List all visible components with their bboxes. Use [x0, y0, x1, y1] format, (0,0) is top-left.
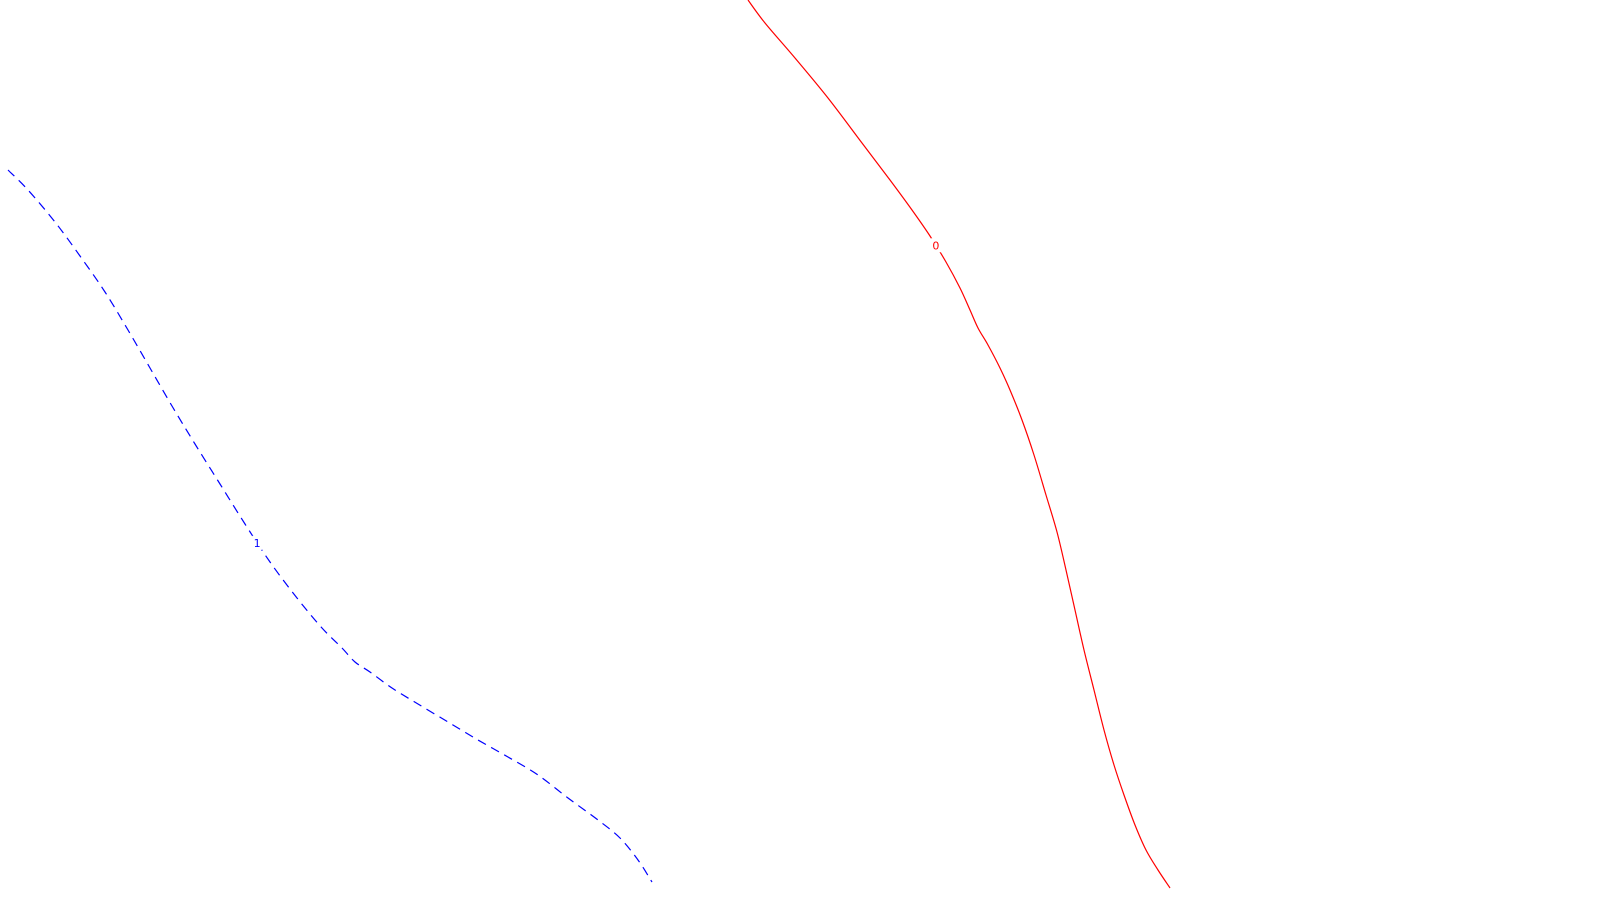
contour-line-0 [747, 0, 1171, 889]
contour-lines [7, 0, 1171, 889]
contour-label-gap-0 [930, 238, 941, 253]
contour-label-gap-1 [252, 535, 263, 550]
contour-labels: 01 [252, 238, 941, 550]
contour-label-0: 0 [932, 239, 939, 252]
contour-line-1 [7, 169, 653, 883]
contour-label-1: 1 [254, 537, 261, 550]
